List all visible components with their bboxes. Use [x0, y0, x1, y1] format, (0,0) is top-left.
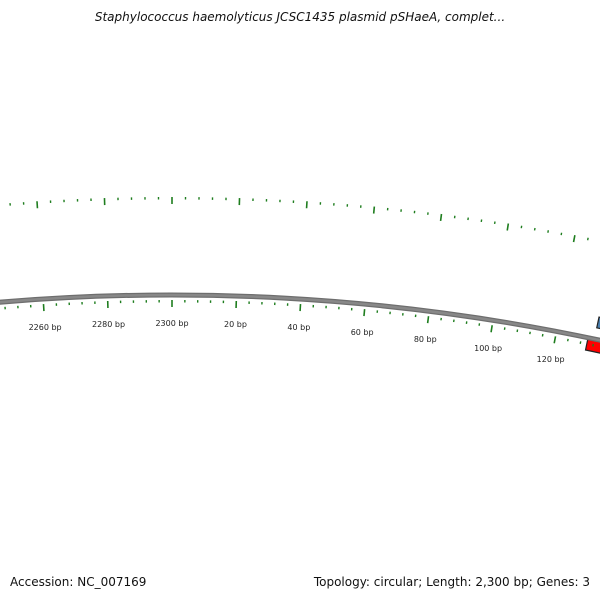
outer-tick-major [506, 223, 510, 231]
feature-track [584, 316, 600, 407]
tick-label: 60 bp [351, 328, 374, 337]
backbone-arc-inner [0, 293, 600, 342]
tick-labels: 2260 bp 2280 bp 2300 bp 20 bp 40 bp 60 bp 80 b… [29, 319, 565, 364]
outer-tick-ring [9, 197, 589, 243]
tick-label: 80 bp [414, 335, 437, 344]
outer-tick-major [372, 206, 376, 214]
map-title: Staphylococcus haemolyticus JCSC1435 pla… [94, 10, 506, 24]
inner-tick-ring [4, 300, 595, 347]
plasmid-backbone [0, 292, 600, 343]
outer-tick-major [572, 235, 576, 243]
inner-tick-major [490, 325, 493, 333]
inner-tick-major [553, 336, 557, 344]
tick-label: 2300 bp [155, 319, 188, 328]
tick-label: 20 bp [224, 320, 247, 329]
gene-forward-gene[interactable] [596, 316, 600, 385]
tick-label: 2280 bp [92, 320, 125, 329]
accession-label: Accession: NC_007169 [10, 575, 147, 589]
tick-label: 2260 bp [29, 323, 62, 332]
outer-tick-major [439, 213, 443, 222]
tick-label: 120 bp [537, 355, 565, 364]
topology-summary: Topology: circular; Length: 2,300 bp; Ge… [313, 575, 590, 589]
inner-tick-minor [592, 343, 595, 347]
tick-label: 40 bp [287, 323, 310, 332]
inner-tick-major [426, 316, 430, 324]
gene-reverse-gene[interactable] [584, 338, 600, 407]
inner-tick-minor [579, 341, 582, 344]
inner-tick-major [363, 309, 366, 317]
tick-label: 100 bp [474, 344, 502, 353]
